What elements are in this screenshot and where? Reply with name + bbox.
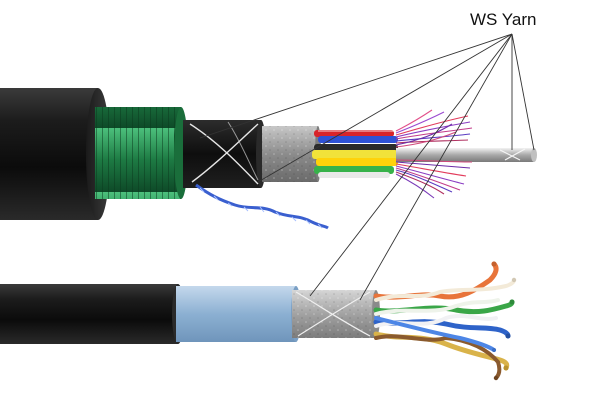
inner-blue-jacket xyxy=(176,286,296,342)
loose-tubes xyxy=(312,130,398,178)
fiber-optic-cable xyxy=(0,88,537,230)
ripcord-twist xyxy=(199,187,323,229)
outer-jacket-bottom xyxy=(0,284,178,344)
inner-sheath xyxy=(183,120,261,188)
callout-lines xyxy=(199,33,535,301)
ws-yarn-top-2 xyxy=(191,123,259,183)
twisted-pairs xyxy=(373,261,517,381)
twisted-pair-cable xyxy=(0,261,517,381)
outer-jacket xyxy=(0,88,98,220)
central-strength-member xyxy=(396,148,534,162)
ws-yarn-rod xyxy=(499,148,526,161)
ws-yarn-bottom-1 xyxy=(295,291,371,337)
optical-fibers xyxy=(395,109,473,199)
ws-yarn-label: WS Yarn xyxy=(470,10,537,29)
ws-yarn-top-1 xyxy=(189,123,259,185)
steel-wire-armor xyxy=(95,107,181,199)
